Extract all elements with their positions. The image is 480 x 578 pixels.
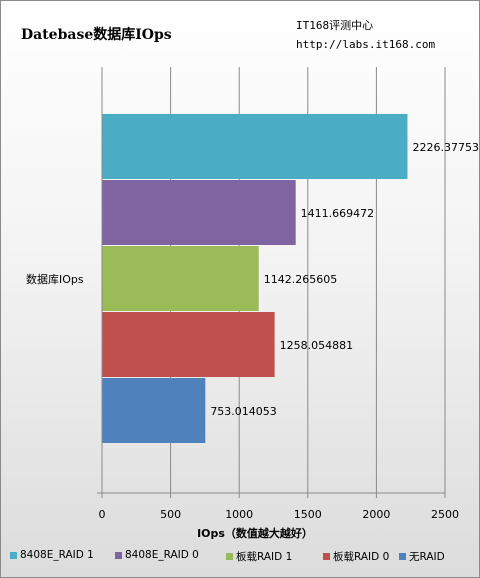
- legend-swatch: [323, 553, 330, 560]
- y-axis-category-label: 数据库IOps: [26, 272, 84, 286]
- x-tick-label: 2000: [362, 508, 390, 521]
- data-labels: 2226.37753 1411.669472 1142.265605 1258.054…: [210, 141, 479, 418]
- x-tick-label: 1500: [294, 508, 322, 521]
- legend-swatch: [226, 553, 233, 560]
- bar: [102, 312, 275, 377]
- x-tick-label: 1000: [225, 508, 253, 521]
- legend-label: 板载RAID 1: [236, 551, 293, 563]
- legend-item: 8408E_RAID 0: [115, 549, 199, 561]
- data-label: 753.014053: [210, 405, 276, 418]
- x-axis-title: IOps（数值越大越好）: [197, 526, 313, 540]
- legend-swatch: [399, 553, 406, 560]
- brand-url: http://labs.it168.com: [296, 38, 436, 51]
- data-label: 1411.669472: [301, 207, 374, 220]
- legend-label: 无RAID: [409, 551, 445, 563]
- legend-item: 8408E_RAID 1: [10, 549, 94, 561]
- legend-swatch: [10, 551, 17, 559]
- legend-item: 板载RAID 0: [323, 549, 389, 564]
- legend-label: 板载RAID 0: [333, 551, 390, 563]
- legend-item: 板载RAID 1: [226, 549, 292, 564]
- bars: [102, 114, 408, 443]
- legend-label: 8408E_RAID 1: [20, 549, 94, 561]
- legend: 8408E_RAID 1 8408E_RAID 0 板载RAID 1 板载RAID 0…: [6, 549, 476, 565]
- brand-name: IT168评测中心: [296, 19, 374, 32]
- legend-label: 8408E_RAID 0: [125, 549, 199, 561]
- x-tick-label: 2500: [431, 508, 459, 521]
- data-label: 1258.054881: [280, 339, 353, 352]
- data-label: 1142.265605: [264, 273, 337, 286]
- legend-swatch: [115, 551, 122, 559]
- axes: 0 500 1000 1500 2000 2500: [97, 67, 459, 521]
- brand-label: IT168评测中心 http://labs.it168.com: [296, 16, 435, 54]
- chart-title: Datebase数据库IOps: [21, 27, 172, 43]
- bar: [102, 114, 408, 179]
- bar: [102, 246, 259, 311]
- data-label: 2226.37753: [412, 141, 478, 154]
- bar: [102, 378, 206, 443]
- bar: [102, 180, 296, 245]
- x-tick-label: 0: [99, 508, 106, 521]
- legend-item: 无RAID: [399, 549, 445, 564]
- x-tick-label: 500: [160, 508, 181, 521]
